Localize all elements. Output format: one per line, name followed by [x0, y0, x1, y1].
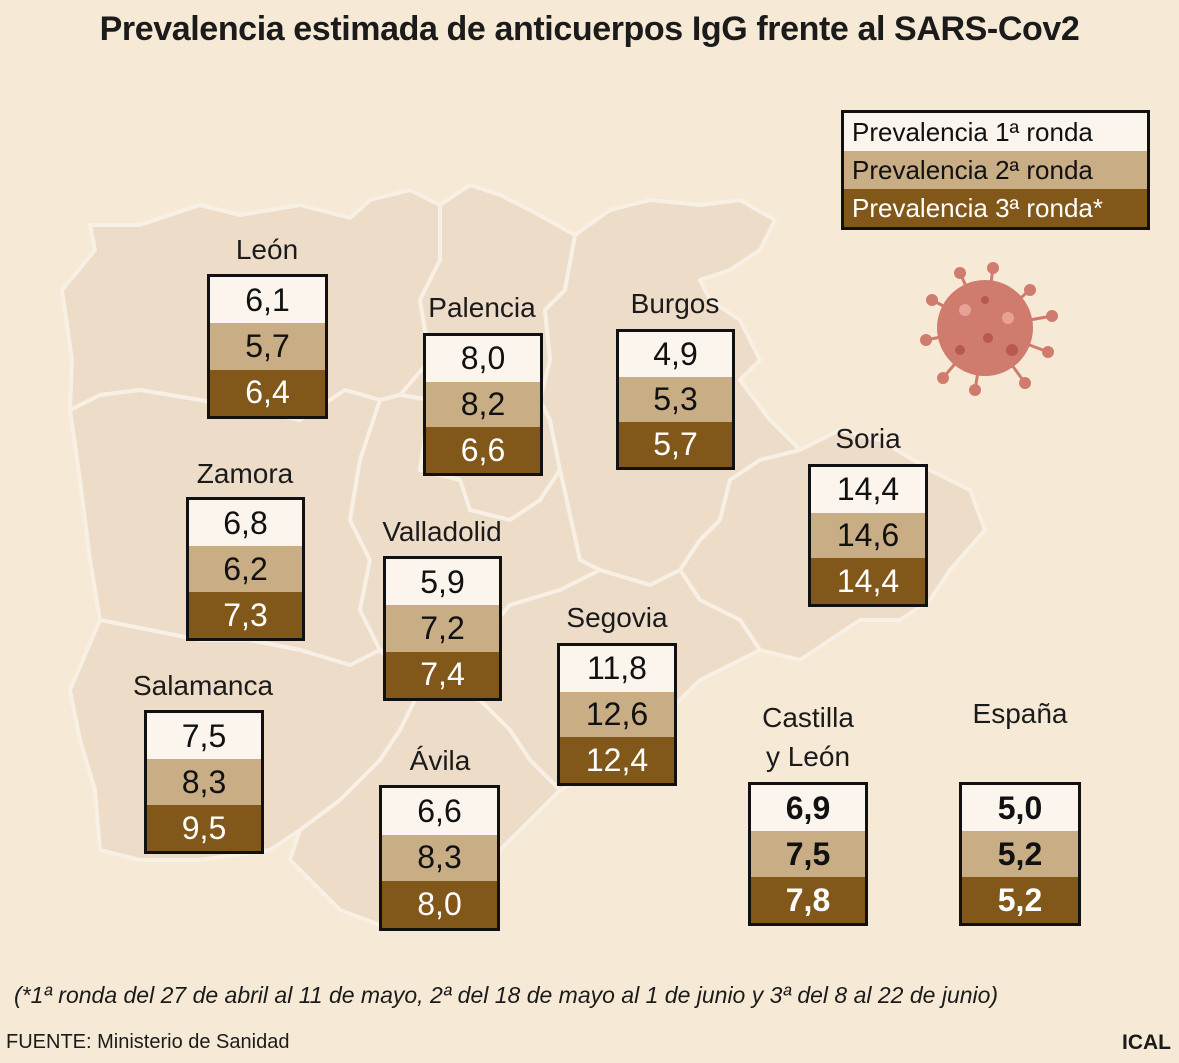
value-round2: 5,7: [210, 323, 325, 370]
value-box-castilla-leon: 6,9 7,5 7,8: [748, 782, 868, 926]
value-round3: 12,4: [560, 737, 674, 783]
credit-text: ICAL: [1122, 1031, 1171, 1054]
region-name-segovia: Segovia: [566, 602, 668, 633]
value-box-soria: 14,4 14,6 14,4: [808, 464, 928, 607]
value-round1: 11,8: [560, 646, 674, 692]
value-round2: 5,2: [962, 831, 1078, 877]
value-round1: 6,8: [189, 500, 302, 546]
region-name-soria: Soria: [835, 423, 901, 454]
value-round1: 5,0: [962, 785, 1078, 831]
value-round2: 8,3: [147, 759, 261, 805]
value-round1: 6,6: [382, 788, 497, 835]
region-name-zamora: Zamora: [196, 458, 294, 489]
value-round3: 7,8: [751, 877, 865, 923]
value-round1: 6,9: [751, 785, 865, 831]
region-name-castilla-leon: Castilla y León: [762, 698, 854, 776]
value-box-espana: 5,0 5,2 5,2: [959, 782, 1081, 926]
region-name-burgos: Burgos: [630, 288, 720, 319]
value-box-leon: 6,1 5,7 6,4: [207, 274, 328, 419]
region-name-line1: Castilla: [762, 702, 854, 733]
value-round3: 9,5: [147, 805, 261, 851]
region-name-palencia: Palencia: [428, 292, 536, 323]
value-round3: 14,4: [811, 558, 925, 604]
value-box-palencia: 8,0 8,2 6,6: [423, 333, 543, 476]
value-round3: 7,4: [386, 651, 499, 698]
value-round3: 6,6: [426, 427, 540, 473]
value-box-salamanca: 7,5 8,3 9,5: [144, 710, 264, 854]
value-round3: 5,2: [962, 877, 1078, 923]
value-round3: 6,4: [210, 369, 325, 416]
value-round1: 14,4: [811, 467, 925, 513]
value-box-avila: 6,6 8,3 8,0: [379, 785, 500, 931]
value-box-segovia: 11,8 12,6 12,4: [557, 643, 677, 786]
region-name-line2: y León: [765, 741, 851, 772]
value-round2: 6,2: [189, 546, 302, 592]
value-round2: 8,2: [426, 381, 540, 428]
value-round2: 12,6: [560, 691, 674, 738]
value-box-valladolid: 5,9 7,2 7,4: [383, 556, 502, 701]
region-name-leon: León: [235, 234, 299, 265]
value-box-burgos: 4,9 5,3 5,7: [616, 329, 735, 470]
legend-round2: Prevalencia 2ª ronda: [844, 151, 1147, 189]
region-name-salamanca: Salamanca: [132, 670, 274, 701]
value-round2: 7,2: [386, 605, 499, 652]
legend-round1: Prevalencia 1ª ronda: [844, 113, 1147, 151]
value-round3: 5,7: [619, 422, 732, 467]
value-round1: 7,5: [147, 713, 261, 759]
region-name-avila: Ávila: [409, 745, 471, 776]
value-round3: 8,0: [382, 881, 497, 928]
legend: Prevalencia 1ª ronda Prevalencia 2ª rond…: [841, 110, 1150, 230]
value-round2: 8,3: [382, 834, 497, 882]
coronavirus-icon: [920, 262, 1058, 396]
value-round1: 6,1: [210, 277, 325, 324]
value-round1: 8,0: [426, 336, 540, 382]
region-name-valladolid: Valladolid: [382, 516, 502, 547]
value-round2: 7,5: [751, 831, 865, 877]
value-round1: 4,9: [619, 332, 732, 377]
value-box-zamora: 6,8 6,2 7,3: [186, 497, 305, 641]
value-round1: 5,9: [386, 559, 499, 606]
value-round3: 7,3: [189, 592, 302, 638]
footnote: (*1ª ronda del 27 de abril al 11 de mayo…: [14, 982, 999, 1008]
value-round2: 5,3: [619, 377, 732, 422]
source-text: FUENTE: Ministerio de Sanidad: [6, 1031, 290, 1053]
legend-round3: Prevalencia 3ª ronda*: [844, 189, 1147, 227]
region-name-espana: España: [972, 698, 1068, 729]
value-round2: 14,6: [811, 512, 925, 559]
chart-title: Prevalencia estimada de anticuerpos IgG …: [99, 10, 1080, 48]
